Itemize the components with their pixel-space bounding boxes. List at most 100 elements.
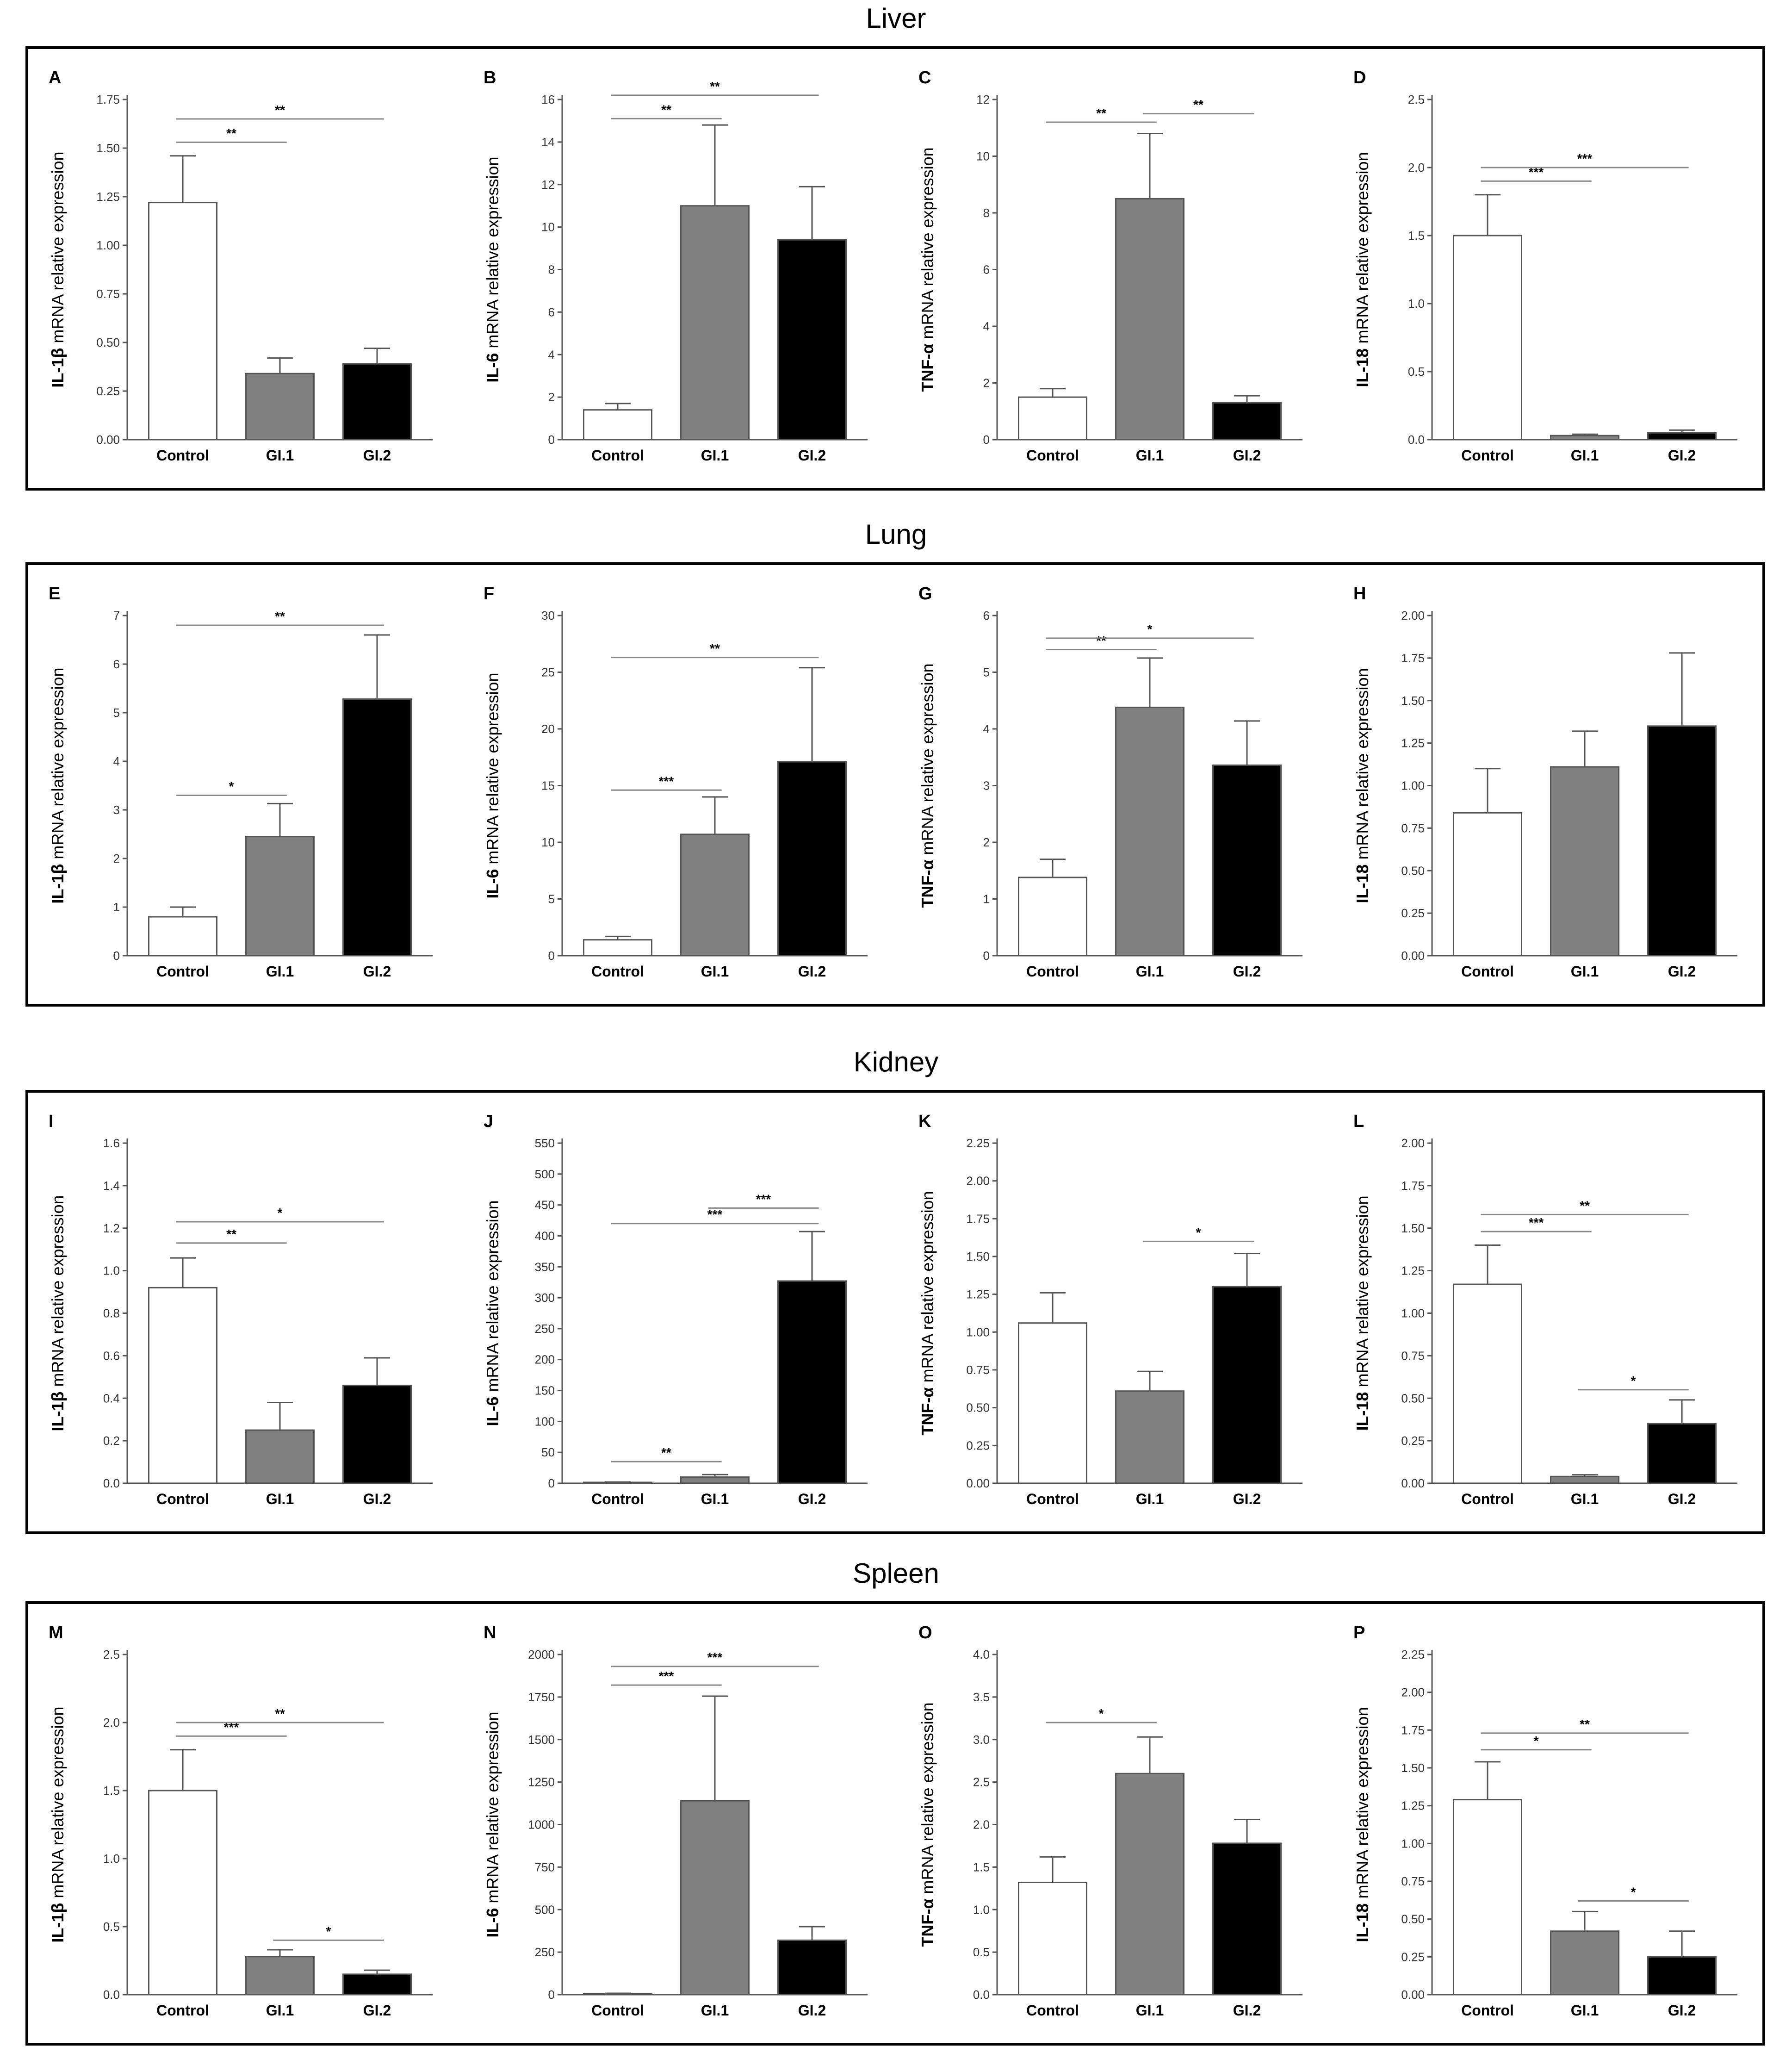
x-tick-label: GI.2 (363, 447, 391, 464)
section-title-kidney: Kidney (853, 1046, 939, 1077)
bar-gi2 (342, 363, 412, 441)
y-tick-label: 2.0 (973, 1818, 990, 1832)
y-tick-label: 1.75 (966, 1212, 990, 1225)
significance-label: * (1147, 622, 1153, 636)
y-axis-label: IL-1β mRNA relative expression (48, 1195, 67, 1431)
y-tick-label: 20 (541, 722, 555, 736)
y-tick-label: 1.0 (1408, 297, 1425, 311)
x-tick-label: Control (591, 447, 644, 464)
y-tick-label: 1.0 (973, 1903, 990, 1916)
bar-gi1 (1550, 1930, 1619, 1996)
y-axis-label: IL-18 mRNA relative expression (1353, 1195, 1372, 1431)
x-tick-label: Control (156, 1491, 209, 1507)
significance-label: ** (275, 103, 285, 117)
x-tick-label: GI.1 (266, 1491, 294, 1507)
chart-panel-l: L IL-18 mRNA relative expression 0.00 0.25 0… (1353, 1112, 1737, 1507)
panel-letter: A (49, 68, 61, 87)
y-tick-label: 2 (548, 390, 555, 404)
bar-control (1018, 1322, 1087, 1484)
y-tick-label: 2000 (528, 1648, 555, 1661)
y-tick-label: 8 (548, 263, 555, 277)
x-tick-label: GI.1 (1136, 2002, 1164, 2019)
y-tick-label: 0 (548, 1988, 555, 2002)
y-tick-label: 2.5 (1408, 93, 1425, 106)
bar-gi1 (245, 1429, 315, 1484)
bar-gi1 (1115, 1773, 1184, 1996)
significance-label: ** (226, 126, 236, 140)
bar-gi2 (1212, 764, 1282, 957)
bar-control (148, 1287, 217, 1484)
significance-label: ** (710, 641, 720, 656)
panel-letter: P (1353, 1623, 1365, 1642)
bar-gi2 (1647, 725, 1717, 957)
chart-panel-i: I IL-1β mRNA relative expression 0.0 0.2 0.4… (48, 1112, 433, 1507)
y-tick-label: 3.5 (973, 1690, 990, 1704)
y-tick-label: 15 (541, 779, 555, 793)
y-tick-label: 14 (541, 135, 555, 149)
significance-label: *** (707, 1207, 723, 1222)
bar-gi1 (1115, 706, 1184, 957)
y-tick-label: 1.6 (103, 1136, 120, 1150)
significance-label: *** (1529, 1215, 1544, 1230)
bar-gi2 (342, 698, 412, 957)
chart-panel-g: G TNF-α mRNA relative expression 0 1 2 3 4 5 6 Co… (918, 584, 1302, 980)
y-tick-label: 1.00 (966, 1325, 990, 1339)
bar-control (583, 409, 652, 441)
panel-letter: B (484, 68, 496, 87)
bar-gi2 (1212, 402, 1282, 441)
y-tick-label: 0.25 (96, 384, 120, 398)
y-tick-label: 0 (983, 949, 990, 963)
y-tick-label: 1.0 (103, 1852, 120, 1866)
y-tick-label: 3.0 (973, 1733, 990, 1747)
section-title-spleen: Spleen (853, 1558, 939, 1589)
y-axis-label: IL-6 mRNA relative expression (483, 1200, 502, 1426)
bar-gi1 (1550, 766, 1619, 957)
x-tick-label: GI.2 (1668, 1491, 1696, 1507)
y-tick-label: 0 (548, 1476, 555, 1490)
y-axis-label: IL-1β mRNA relative expression (48, 1706, 67, 1942)
y-tick-label: 1.75 (96, 93, 120, 106)
y-tick-label: 0.00 (1401, 1476, 1425, 1490)
significance-label: * (278, 1206, 283, 1220)
significance-label: ** (226, 1227, 236, 1241)
y-tick-label: 0.5 (973, 1945, 990, 1959)
y-tick-label: 0.0 (1408, 433, 1425, 447)
panel-letter: J (484, 1112, 493, 1131)
y-tick-label: 1000 (528, 1818, 555, 1832)
y-tick-label: 2.00 (1401, 609, 1425, 622)
x-tick-label: Control (156, 2002, 209, 2019)
x-tick-label: Control (1026, 447, 1079, 464)
significance-label: ** (1193, 98, 1203, 112)
x-tick-label: GI.2 (798, 1491, 826, 1507)
chart-panel-m: M IL-1β mRNA relative expression 0.0 0.5 1.0… (48, 1623, 433, 2019)
y-axis-label: TNF-α mRNA relative expression (918, 1702, 937, 1947)
bar-gi2 (1647, 1956, 1717, 1996)
y-tick-label: 6 (983, 263, 990, 277)
y-tick-label: 10 (976, 149, 990, 163)
significance-label: *** (659, 1669, 674, 1683)
panel-letter: L (1353, 1112, 1364, 1131)
y-axis-label: TNF-α mRNA relative expression (918, 147, 937, 392)
y-tick-label: 5 (548, 892, 555, 906)
y-tick-label: 0.00 (1401, 949, 1425, 963)
y-axis-label: IL-1β mRNA relative expression (48, 667, 67, 903)
significance-label: * (1534, 1734, 1539, 1748)
bar-gi1 (245, 836, 315, 957)
significance-label: ** (1580, 1198, 1590, 1213)
y-tick-label: 1.25 (1401, 736, 1425, 750)
y-tick-label: 1250 (528, 1775, 555, 1789)
y-axis-label: TNF-α mRNA relative expression (918, 1191, 937, 1435)
y-tick-label: 0.25 (1401, 1950, 1425, 1964)
bar-gi1 (1550, 1475, 1619, 1484)
y-axis-label: IL-18 mRNA relative expression (1353, 668, 1372, 903)
y-tick-label: 12 (541, 178, 555, 192)
y-tick-label: 2.5 (973, 1775, 990, 1789)
x-tick-label: GI.2 (1668, 2002, 1696, 2019)
y-tick-label: 30 (541, 609, 555, 622)
y-tick-label: 2.25 (1401, 1648, 1425, 1661)
x-tick-label: GI.1 (1136, 447, 1164, 464)
bar-gi2 (342, 1385, 412, 1484)
y-tick-label: 4 (113, 754, 120, 768)
chart-panel-c: C TNF-α mRNA relative expression 0 2 4 6 8 10 12… (918, 68, 1302, 464)
